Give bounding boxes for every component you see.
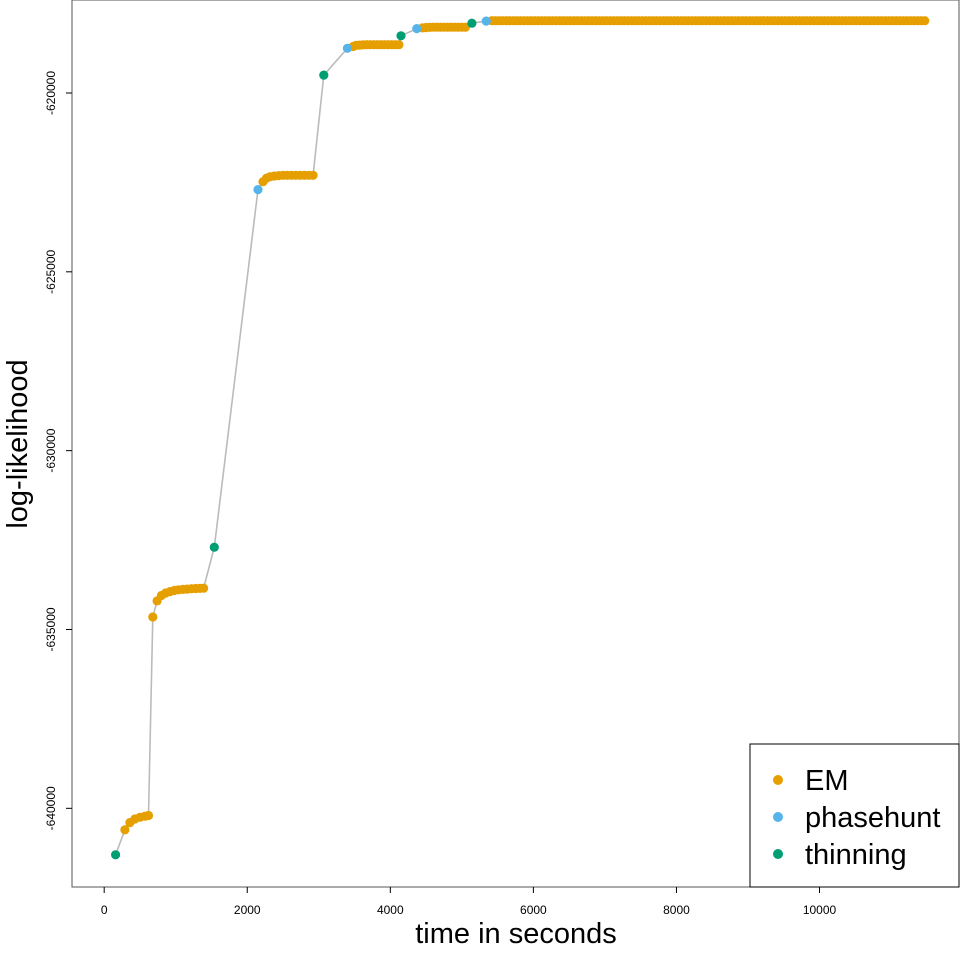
- y-tick-label: -640000: [44, 786, 58, 830]
- x-tick-label: 8000: [663, 903, 690, 917]
- thinning-point: [319, 70, 329, 80]
- em-point: [143, 810, 154, 821]
- thinning-point: [111, 850, 121, 860]
- phasehunt-point: [253, 185, 263, 195]
- plot-frame: [71, 0, 960, 888]
- y-tick-label: -625000: [44, 249, 58, 293]
- trace-polyline: [114, 19, 925, 856]
- em-point: [120, 825, 130, 835]
- y-tick-label: -620000: [44, 71, 58, 115]
- trace-line: [114, 19, 925, 856]
- legend-marker-phasehunt: [773, 812, 783, 822]
- x-tick-label: 0: [101, 903, 108, 917]
- data-points: [111, 16, 930, 860]
- phasehunt-point: [481, 16, 491, 26]
- y-axis-title: log-likelihood: [2, 359, 34, 528]
- legend-label-phasehunt: phasehunt: [805, 802, 940, 834]
- x-tick-label: 6000: [520, 903, 547, 917]
- x-tick-label: 10000: [803, 903, 837, 917]
- legend-box: [749, 743, 960, 888]
- legend-label-em: EM: [805, 765, 849, 797]
- x-tick-label: 2000: [234, 903, 261, 917]
- y-tick-label: -630000: [44, 428, 58, 472]
- thinning-point: [396, 31, 406, 41]
- em-point: [148, 612, 158, 622]
- em-point: [394, 40, 404, 50]
- y-tick-label: -635000: [44, 607, 58, 651]
- phasehunt-point: [342, 43, 352, 53]
- x-axis-title: time in seconds: [415, 918, 617, 950]
- em-point: [308, 170, 318, 180]
- thinning-point: [209, 542, 219, 552]
- em-point: [199, 583, 209, 593]
- phasehunt-point: [412, 24, 422, 34]
- legend-label-thinning: thinning: [805, 839, 907, 871]
- x-tick-label: 4000: [377, 903, 404, 917]
- x-axis: 0 2000 4000 6000 8000 10000: [101, 887, 837, 917]
- thinning-point: [467, 18, 477, 28]
- legend-marker-em: [773, 775, 783, 785]
- y-axis: -640000 -635000 -630000 -625000 -620000: [44, 71, 72, 830]
- em-point: [920, 16, 930, 26]
- legend: EM phasehunt thinning: [749, 743, 960, 888]
- legend-marker-thinning: [773, 849, 783, 859]
